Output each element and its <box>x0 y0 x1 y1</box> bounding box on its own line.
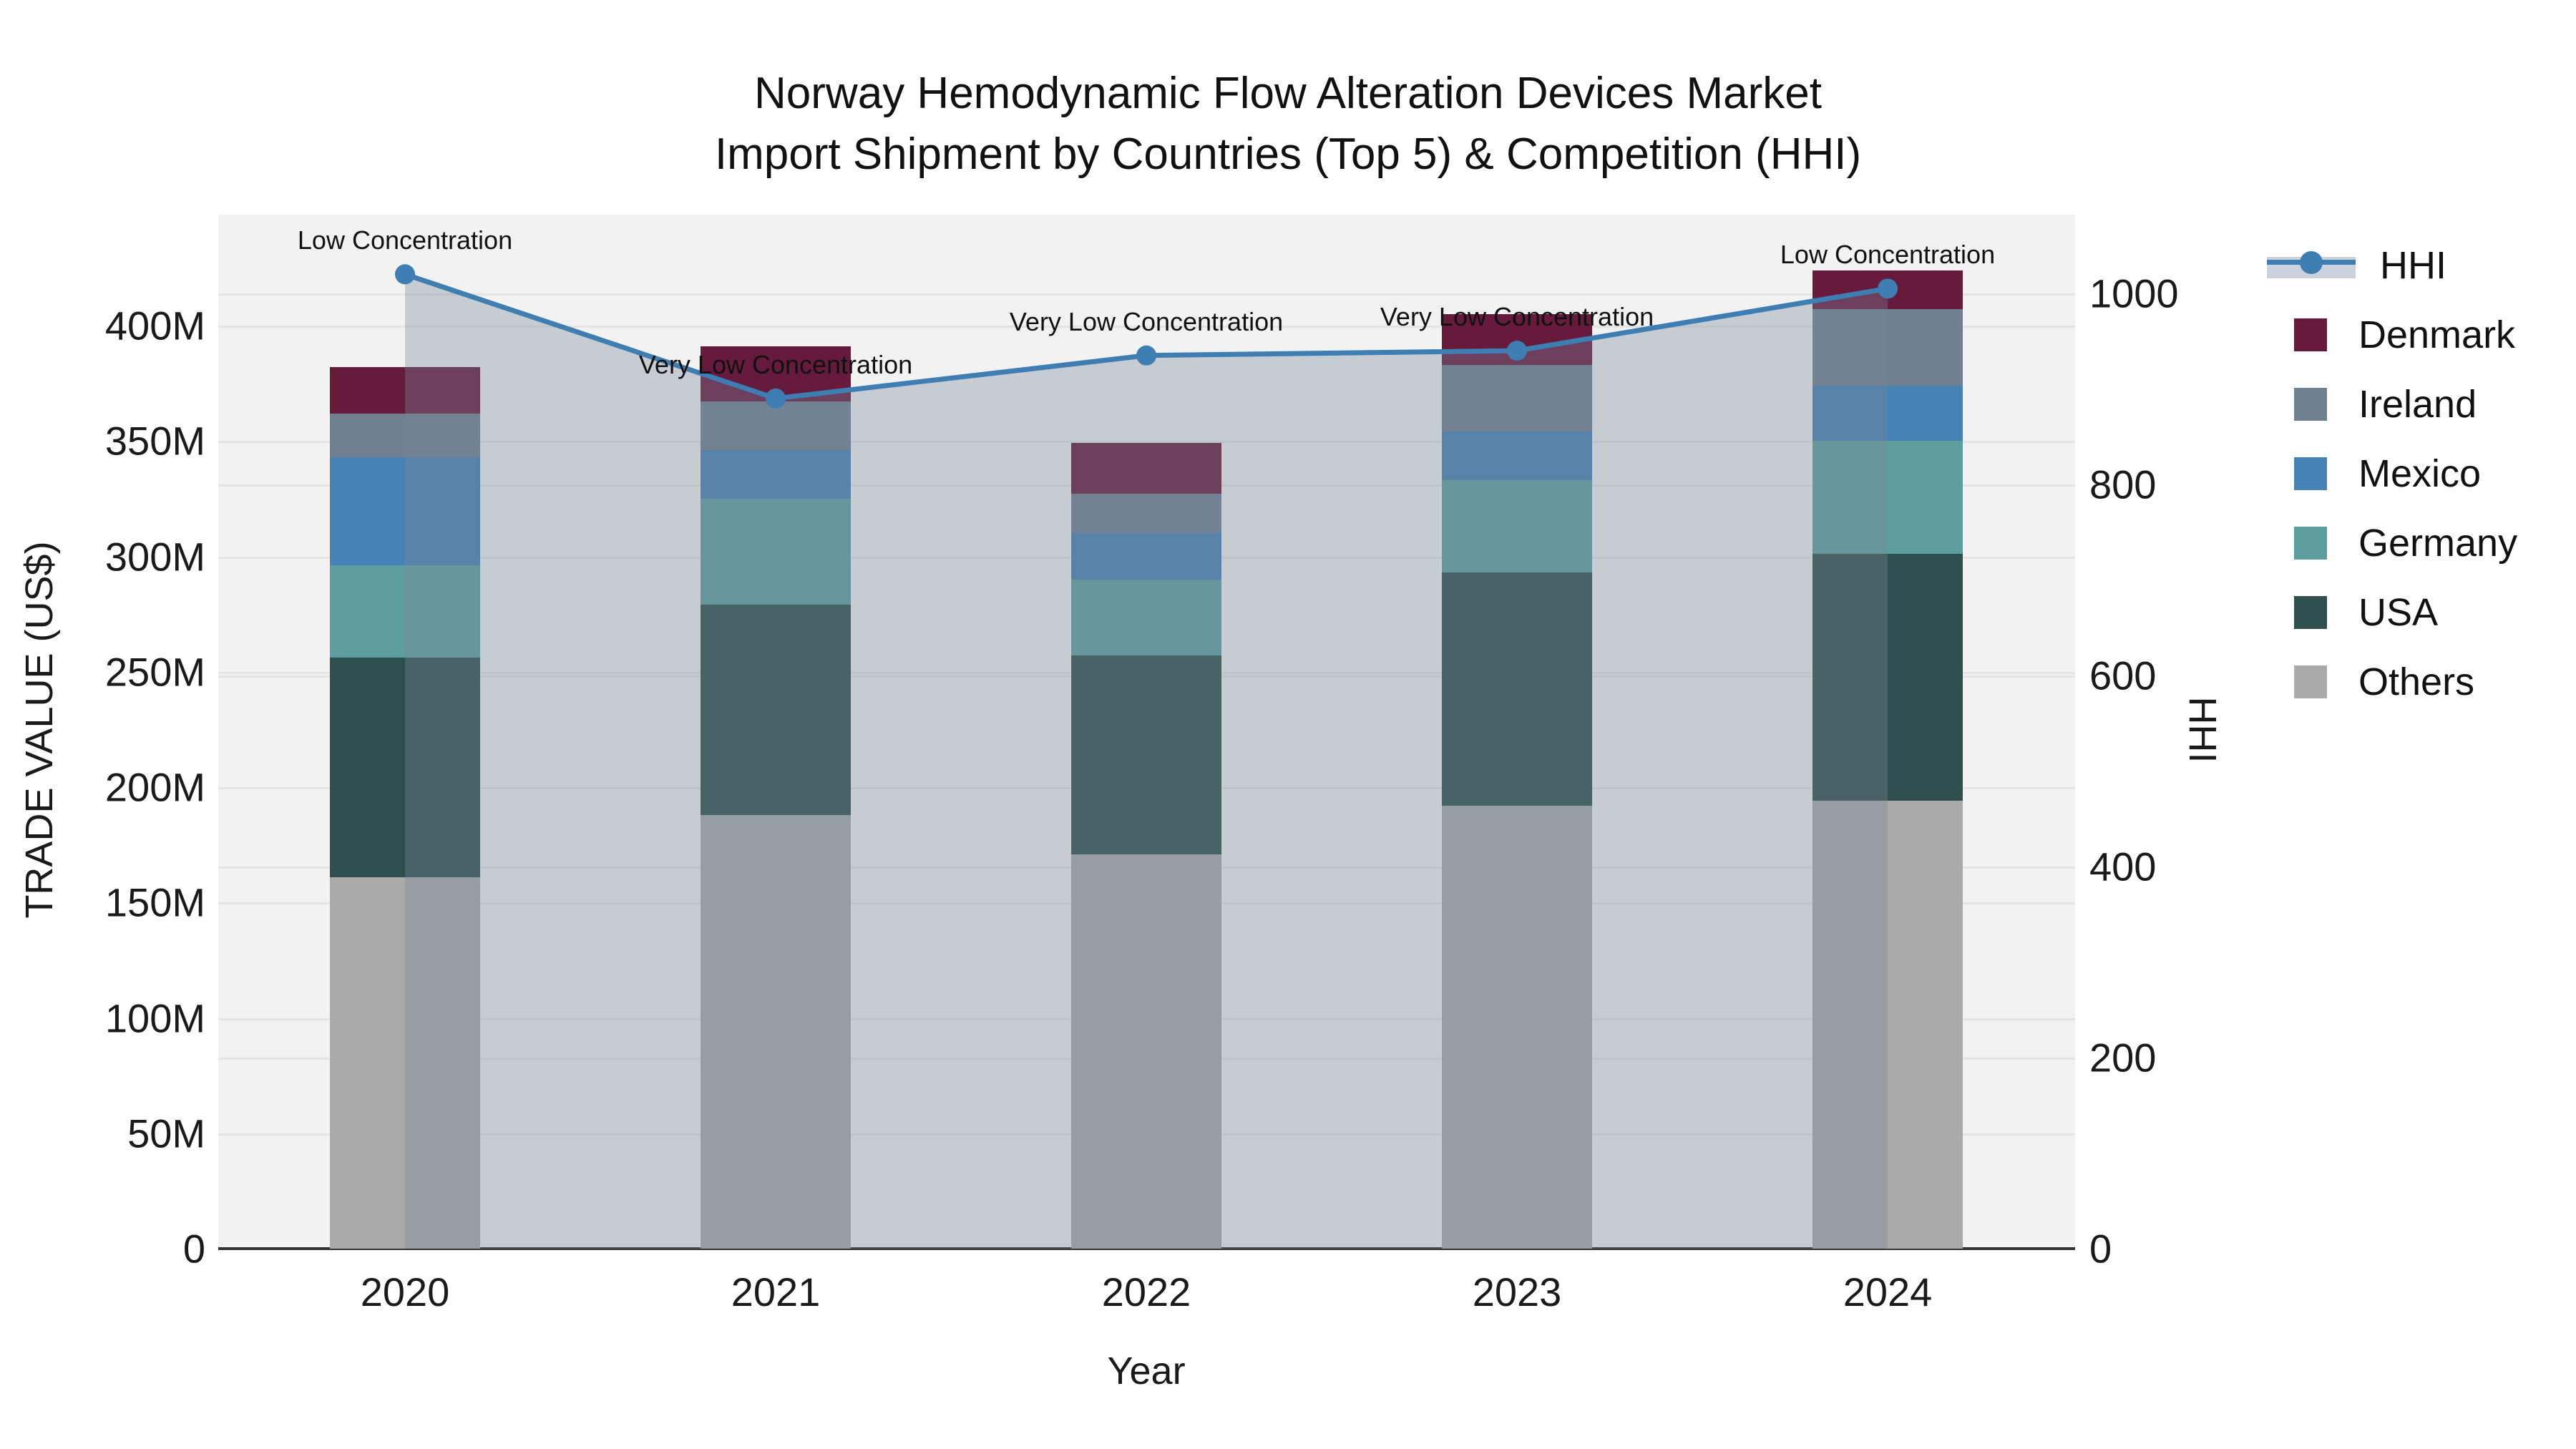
bar-segment-germany-2020[interactable] <box>330 565 480 658</box>
legend-item-hhi[interactable]: HHI <box>2267 230 2517 300</box>
legend: HHI Denmark Ireland Mexico Germany USA O… <box>2267 230 2517 716</box>
denmark-swatch-icon <box>2294 318 2327 351</box>
ireland-swatch-icon <box>2294 387 2327 421</box>
bar-segment-usa-2023[interactable] <box>1442 572 1592 806</box>
hhi-area-fill <box>405 274 1888 1249</box>
annotation-2021: Very Low Concentration <box>638 349 913 379</box>
left-axis-title: TRADE VALUE (US$) <box>18 541 61 919</box>
bar-segment-denmark-2020[interactable] <box>330 367 480 414</box>
left-axis-tick: 50M <box>127 1111 205 1156</box>
bar-segment-mexico-2024[interactable] <box>1813 385 1963 441</box>
bar-segment-ireland-2024[interactable] <box>1813 309 1963 386</box>
bar-segment-usa-2022[interactable] <box>1071 655 1221 854</box>
left-axis-tick: 350M <box>104 418 205 464</box>
left-axis-tick: 400M <box>104 303 205 348</box>
legend-label: USA <box>2358 590 2439 634</box>
hhi-point-2020[interactable] <box>395 264 415 285</box>
hhi-line-icon <box>2267 250 2356 281</box>
right-axis-tick: 600 <box>2089 653 2157 698</box>
bar-segment-denmark-2022[interactable] <box>1071 443 1221 494</box>
gridline-right <box>218 293 2075 296</box>
annotation-2024: Low Concentration <box>1780 240 1996 270</box>
hhi-point-2021[interactable] <box>766 388 786 409</box>
others-swatch-icon <box>2294 665 2327 698</box>
x-axis-tick: 2020 <box>360 1269 450 1314</box>
gridline-left <box>218 441 2075 443</box>
x-axis-tick: 2021 <box>731 1269 821 1314</box>
left-axis-tick: 150M <box>104 879 205 925</box>
x-axis-tick: 2024 <box>1843 1269 1933 1314</box>
bar-segment-usa-2024[interactable] <box>1813 554 1963 801</box>
bar-segment-germany-2022[interactable] <box>1071 579 1221 656</box>
bar-segment-mexico-2023[interactable] <box>1442 431 1592 481</box>
hhi-point-2022[interactable] <box>1136 345 1156 366</box>
legend-label: HHI <box>2380 243 2446 287</box>
hhi-point-2024[interactable] <box>1878 278 1898 299</box>
bar-segment-ireland-2021[interactable] <box>701 401 851 451</box>
left-axis-tick: 300M <box>104 534 205 579</box>
legend-item-usa[interactable]: USA <box>2267 577 2517 647</box>
right-axis-tick: 200 <box>2089 1035 2157 1080</box>
bar-segment-mexico-2021[interactable] <box>701 450 851 499</box>
legend-item-mexico[interactable]: Mexico <box>2267 439 2517 508</box>
x-axis-line <box>218 1247 2075 1250</box>
bar-segment-ireland-2022[interactable] <box>1071 494 1221 534</box>
usa-swatch-icon <box>2294 595 2327 629</box>
legend-label: Mexico <box>2358 452 2482 495</box>
chart-title-line2: Import Shipment by Countries (Top 5) & C… <box>714 130 1862 179</box>
right-axis-title: HHI <box>2181 696 2224 763</box>
left-axis-tick: 250M <box>104 649 205 695</box>
bar-segment-germany-2024[interactable] <box>1813 441 1963 555</box>
bar-segment-ireland-2023[interactable] <box>1442 364 1592 432</box>
right-axis-tick: 400 <box>2089 844 2157 889</box>
legend-label: Germany <box>2358 521 2518 565</box>
left-axis-tick: 0 <box>182 1226 205 1272</box>
legend-label: Others <box>2358 660 2475 703</box>
chart-title-line1: Norway Hemodynamic Flow Alteration Devic… <box>754 69 1822 118</box>
x-axis-tick: 2022 <box>1101 1269 1191 1314</box>
legend-item-denmark[interactable]: Denmark <box>2267 300 2517 369</box>
mexico-swatch-icon <box>2294 457 2327 490</box>
bar-segment-usa-2020[interactable] <box>330 658 480 877</box>
bar-segment-others-2020[interactable] <box>330 877 480 1249</box>
right-axis-tick: 800 <box>2089 462 2157 507</box>
bar-segment-others-2024[interactable] <box>1813 801 1963 1249</box>
gridline-left <box>218 326 2075 328</box>
bar-segment-mexico-2020[interactable] <box>330 457 480 566</box>
right-axis-tick: 0 <box>2089 1226 2112 1272</box>
annotation-2023: Very Low Concentration <box>1380 302 1654 332</box>
bar-segment-germany-2023[interactable] <box>1442 480 1592 573</box>
bar-segment-germany-2021[interactable] <box>701 498 851 605</box>
annotation-2020: Low Concentration <box>297 225 513 255</box>
legend-item-others[interactable]: Others <box>2267 647 2517 716</box>
bar-segment-others-2021[interactable] <box>701 814 851 1249</box>
bar-segment-ireland-2020[interactable] <box>330 413 480 457</box>
left-axis-tick: 100M <box>104 995 205 1040</box>
legend-item-germany[interactable]: Germany <box>2267 508 2517 577</box>
germany-swatch-icon <box>2294 526 2327 560</box>
right-axis-tick: 1000 <box>2089 270 2179 316</box>
bar-segment-others-2023[interactable] <box>1442 805 1592 1249</box>
bar-segment-usa-2021[interactable] <box>701 605 851 815</box>
bar-segment-mexico-2022[interactable] <box>1071 533 1221 580</box>
legend-label: Denmark <box>2358 313 2516 356</box>
x-axis-tick: 2023 <box>1472 1269 1562 1314</box>
left-axis-tick: 200M <box>104 764 205 810</box>
x-axis-title: Year <box>1107 1350 1186 1392</box>
hhi-point-2023[interactable] <box>1507 341 1527 361</box>
bar-segment-others-2022[interactable] <box>1071 854 1221 1249</box>
legend-label: Ireland <box>2358 382 2477 426</box>
legend-item-ireland[interactable]: Ireland <box>2267 369 2517 439</box>
annotation-2022: Very Low Concentration <box>1009 306 1284 336</box>
